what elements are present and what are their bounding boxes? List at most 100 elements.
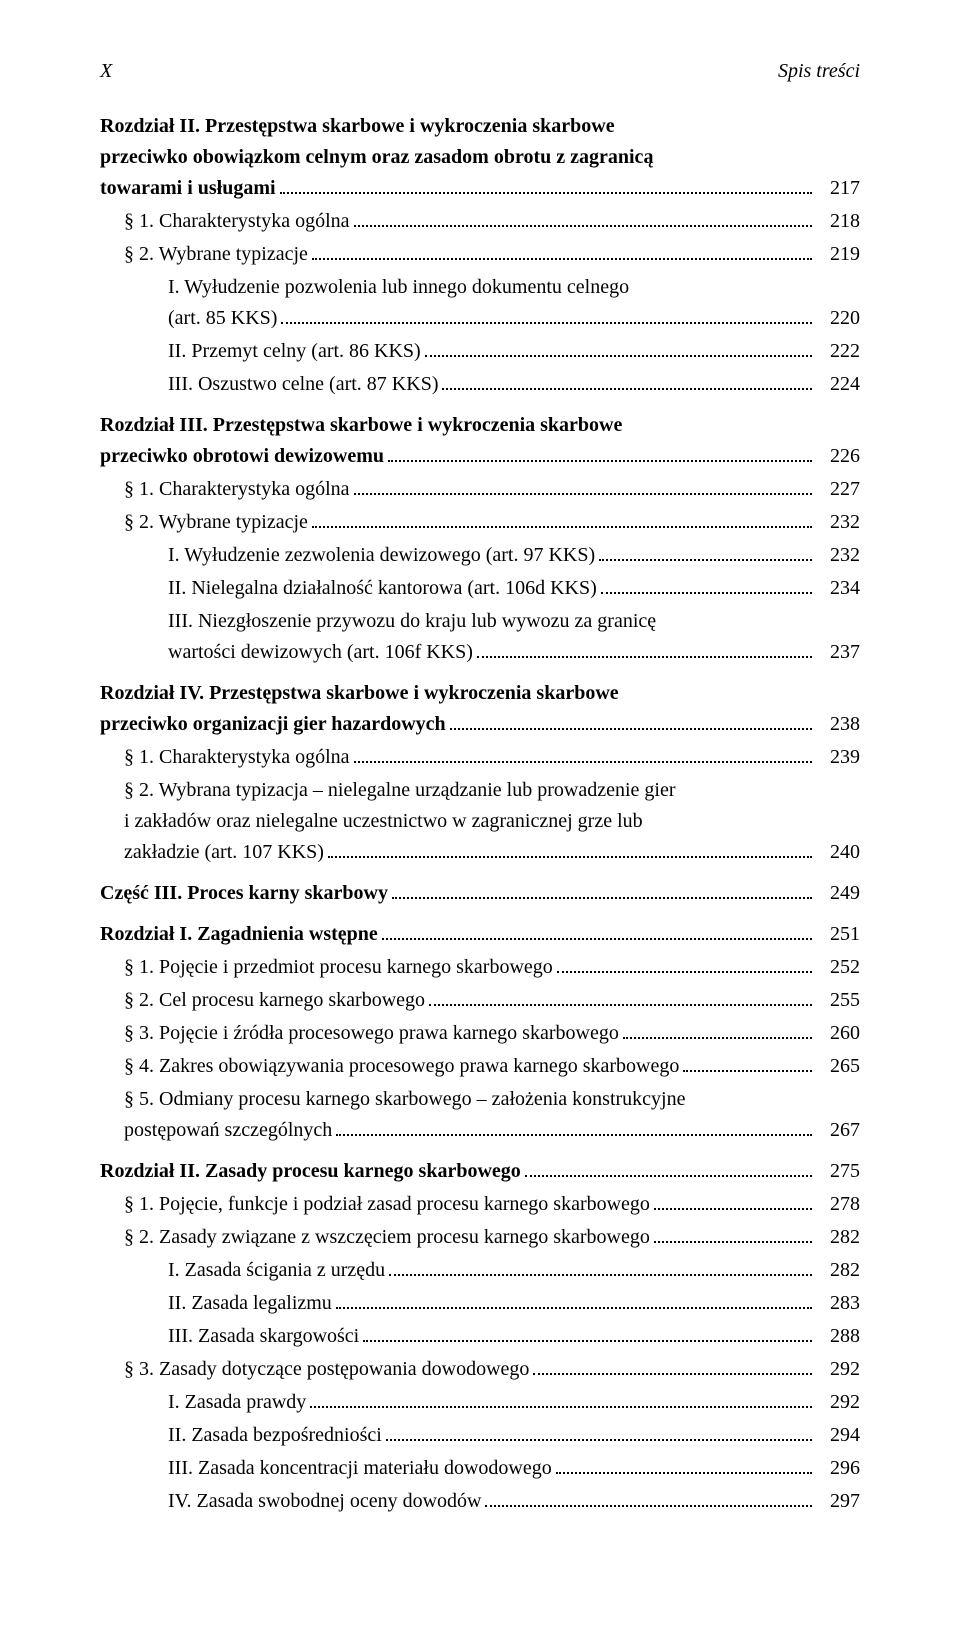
toc-entry-title: § 2. Wybrane typizacje [100, 507, 308, 538]
toc-entry: § 1. Pojęcie, funkcje i podział zasad pr… [100, 1189, 860, 1220]
toc-leader [354, 225, 813, 227]
toc-entry-lastline: wartości dewizowych (art. 106f KKS) 237 [100, 637, 860, 668]
toc-entry-title: I. Wyłudzenie pozwolenia lub innego doku… [100, 272, 860, 303]
toc-entry-page: 232 [816, 507, 860, 538]
toc-entry-page: 226 [816, 441, 860, 472]
toc-entry: § 1. Charakterystyka ogólna239 [100, 742, 860, 773]
toc-entry-title: IV. Zasada swobodnej oceny dowodów [100, 1486, 481, 1517]
toc-entry-title: II. Przemyt celny (art. 86 KKS) [100, 336, 421, 367]
toc-entry-page: 297 [816, 1486, 860, 1517]
toc-entry: Rozdział IV. Przestępstwa skarbowe i wyk… [100, 678, 860, 740]
toc-entry: III. Zasada skargowości288 [100, 1321, 860, 1352]
toc-entry: Rozdział III. Przestępstwa skarbowe i wy… [100, 410, 860, 472]
toc-entry-title: § 5. Odmiany procesu karnego skarbowego … [100, 1084, 860, 1115]
toc-entry-title: III. Zasada koncentracji materiału dowod… [100, 1453, 552, 1484]
toc-entry-title: (art. 85 KKS) [100, 303, 277, 334]
toc-leader [533, 1373, 812, 1375]
toc-entry-page: 218 [816, 206, 860, 237]
toc-entry-title: § 1. Pojęcie, funkcje i podział zasad pr… [100, 1189, 650, 1220]
toc-entry-page: 267 [816, 1115, 860, 1146]
toc-entry-title: § 1. Charakterystyka ogólna [100, 206, 350, 237]
toc-entry-page: 237 [816, 637, 860, 668]
toc-leader [382, 938, 812, 940]
toc-entry-page: 217 [816, 173, 860, 204]
toc-entry: II. Przemyt celny (art. 86 KKS) 222 [100, 336, 860, 367]
toc-entry-title: II. Zasada legalizmu [100, 1288, 332, 1319]
toc-entry-title: § 3. Zasady dotyczące postępowania dowod… [100, 1354, 529, 1385]
toc-entry-page: 292 [816, 1387, 860, 1418]
toc-entry: II. Nielegalna działalność kantorowa (ar… [100, 573, 860, 604]
toc-entry-lastline: postępowań szczególnych267 [100, 1115, 860, 1146]
toc-entry-title: Rozdział I. Zagadnienia wstępne [100, 919, 378, 950]
toc-leader [280, 192, 812, 194]
toc-leader [442, 388, 812, 390]
toc-entry: § 2. Wybrane typizacje219 [100, 239, 860, 270]
toc-entry: I. Zasada prawdy 292 [100, 1387, 860, 1418]
toc-entry-page: 238 [816, 709, 860, 740]
toc-leader [654, 1241, 812, 1243]
toc-leader [557, 971, 812, 973]
toc-entry-title: § 2. Cel procesu karnego skarbowego [100, 985, 425, 1016]
toc-entry-title: wartości dewizowych (art. 106f KKS) [100, 637, 473, 668]
toc-entry-lastline: towarami i usługami217 [100, 173, 860, 204]
toc-entry: I. Zasada ścigania z urzędu 282 [100, 1255, 860, 1286]
toc-leader [425, 355, 812, 357]
toc-entry: § 4. Zakres obowiązywania procesowego pr… [100, 1051, 860, 1082]
toc-entry: Rozdział II. Przestępstwa skarbowe i wyk… [100, 111, 860, 204]
toc-entry-page: 219 [816, 239, 860, 270]
toc-leader [392, 897, 812, 899]
toc-entry-page: 282 [816, 1255, 860, 1286]
toc-entry: IV. Zasada swobodnej oceny dowodów 297 [100, 1486, 860, 1517]
toc-leader [601, 592, 812, 594]
toc-leader [683, 1070, 812, 1072]
page-marker: X [100, 60, 112, 83]
toc-entry-title: przeciwko obowiązkom celnym oraz zasadom… [100, 142, 860, 173]
toc-entry-lastline: zakładzie (art. 107 KKS)240 [100, 837, 860, 868]
toc-entry-lastline: przeciwko obrotowi dewizowemu 226 [100, 441, 860, 472]
toc-entry-page: 222 [816, 336, 860, 367]
toc-entry-page: 224 [816, 369, 860, 400]
toc-entry-page: 220 [816, 303, 860, 334]
toc-entry-page: 296 [816, 1453, 860, 1484]
toc-entry-page: 232 [816, 540, 860, 571]
toc-leader [485, 1505, 812, 1507]
toc-entry: § 3. Pojęcie i źródła procesowego prawa … [100, 1018, 860, 1049]
toc-entry: II. Zasada legalizmu283 [100, 1288, 860, 1319]
toc-entry-page: 292 [816, 1354, 860, 1385]
toc-entry-page: 275 [816, 1156, 860, 1187]
toc-entry: § 2. Zasady związane z wszczęciem proces… [100, 1222, 860, 1253]
toc-leader [281, 322, 812, 324]
toc-entry: Rozdział II. Zasady procesu karnego skar… [100, 1156, 860, 1187]
toc-leader [389, 1274, 812, 1276]
toc-entry: I. Wyłudzenie pozwolenia lub innego doku… [100, 272, 860, 334]
toc-entry: Część III. Proces karny skarbowy249 [100, 878, 860, 909]
toc-leader [450, 728, 812, 730]
toc-entry-title: § 2. Zasady związane z wszczęciem proces… [100, 1222, 650, 1253]
toc-entry-title: I. Zasada prawdy [100, 1387, 306, 1418]
toc-leader [354, 761, 813, 763]
toc-entry: § 1. Pojęcie i przedmiot procesu karnego… [100, 952, 860, 983]
toc-leader [599, 559, 812, 561]
toc-entry: II. Zasada bezpośredniości294 [100, 1420, 860, 1451]
toc-entry-title: III. Zasada skargowości [100, 1321, 359, 1352]
toc-entry-title: Rozdział III. Przestępstwa skarbowe i wy… [100, 410, 860, 441]
toc-leader [336, 1307, 812, 1309]
toc-entry-page: 282 [816, 1222, 860, 1253]
table-of-contents: Rozdział II. Przestępstwa skarbowe i wyk… [100, 111, 860, 1517]
toc-entry-title: II. Zasada bezpośredniości [100, 1420, 382, 1451]
toc-entry: I. Wyłudzenie zezwolenia dewizowego (art… [100, 540, 860, 571]
toc-entry-title: przeciwko obrotowi dewizowemu [100, 441, 384, 472]
toc-leader [388, 460, 812, 462]
toc-entry: III. Oszustwo celne (art. 87 KKS)224 [100, 369, 860, 400]
toc-entry-title: II. Nielegalna działalność kantorowa (ar… [100, 573, 597, 604]
toc-entry-title: § 4. Zakres obowiązywania procesowego pr… [100, 1051, 679, 1082]
toc-entry-title: I. Wyłudzenie zezwolenia dewizowego (art… [100, 540, 595, 571]
toc-entry: § 3. Zasady dotyczące postępowania dowod… [100, 1354, 860, 1385]
toc-entry: § 2. Wybrana typizacja – nielegalne urzą… [100, 775, 860, 868]
toc-entry: § 1. Charakterystyka ogólna227 [100, 474, 860, 505]
toc-entry: III. Zasada koncentracji materiału dowod… [100, 1453, 860, 1484]
toc-leader [525, 1175, 812, 1177]
toc-leader [312, 526, 812, 528]
toc-entry-title: Rozdział II. Zasady procesu karnego skar… [100, 1156, 521, 1187]
toc-entry-title: I. Zasada ścigania z urzędu [100, 1255, 385, 1286]
